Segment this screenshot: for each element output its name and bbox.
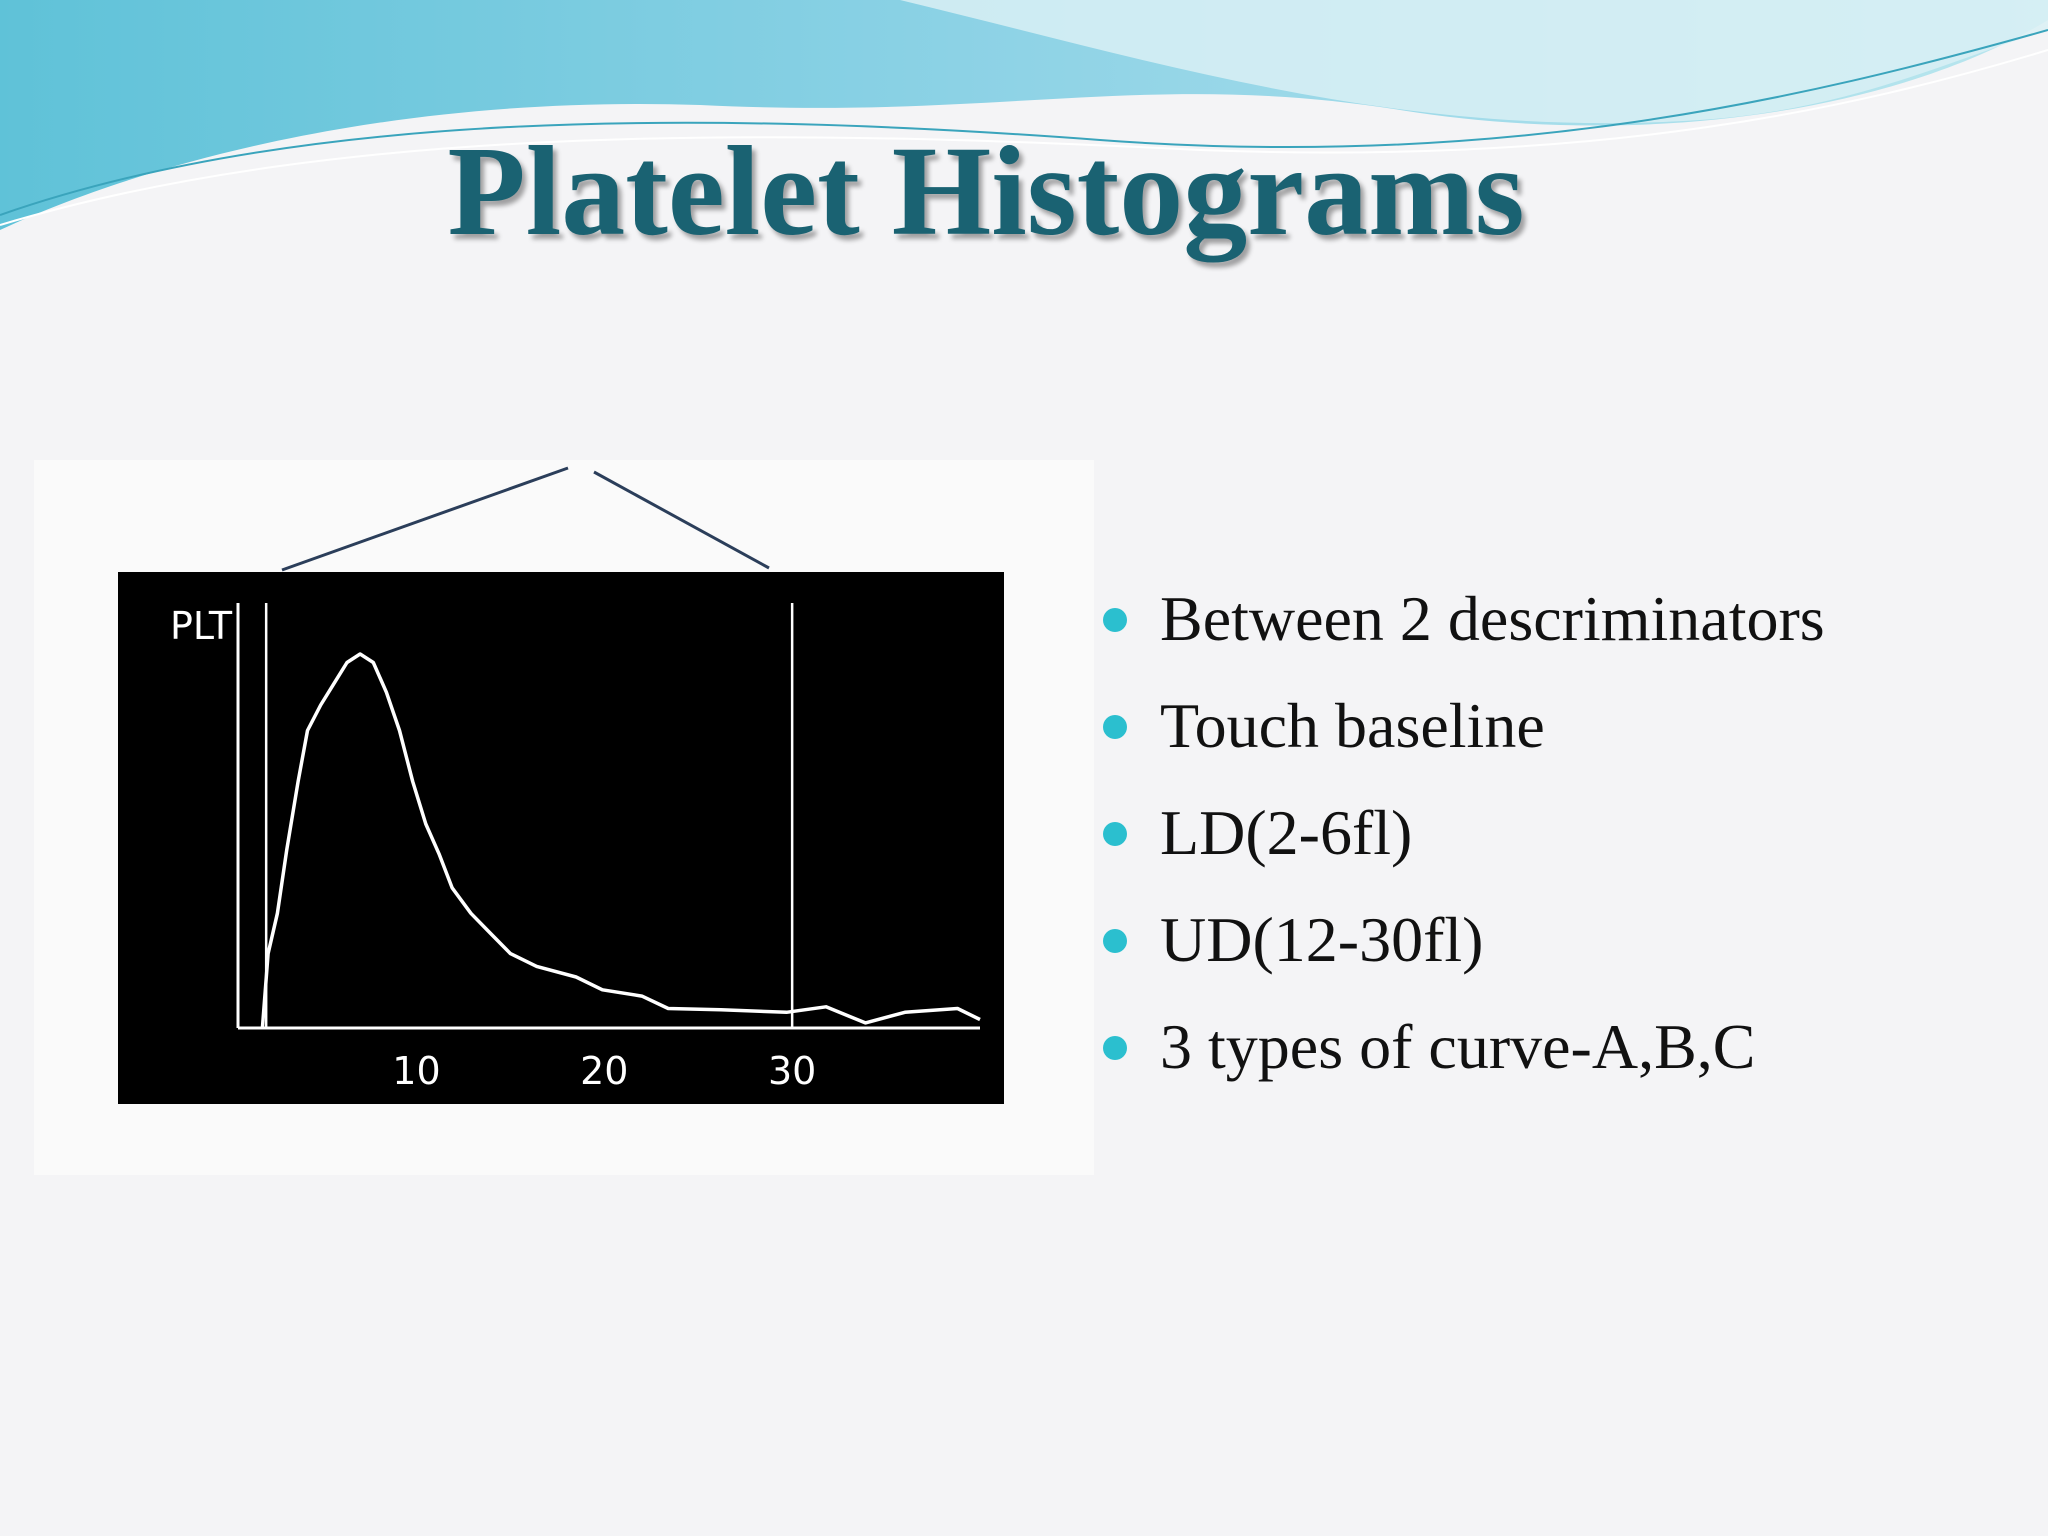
bullet-item: 3 types of curve-A,B,C bbox=[1100, 993, 1825, 1100]
header-wave bbox=[0, 0, 2048, 230]
x-tick-label: 10 bbox=[392, 1049, 440, 1093]
bullet-item: Between 2 descriminators bbox=[1100, 565, 1825, 672]
bullet-item: Touch baseline bbox=[1100, 672, 1825, 779]
y-axis-label: PLT bbox=[170, 604, 233, 648]
bullet-item: LD(2-6fl) bbox=[1100, 779, 1825, 886]
chart: PLT 10 20 30 bbox=[34, 460, 1094, 1175]
bullet-list: Between 2 descriminators Touch baseline LD… bbox=[1100, 565, 1825, 1100]
bullet-item: UD(12-30fl) bbox=[1100, 886, 1825, 993]
histogram-curve bbox=[260, 652, 981, 1029]
x-tick-label: 30 bbox=[768, 1049, 816, 1093]
x-tick-label: 20 bbox=[580, 1049, 628, 1093]
slide-title: Platelet Histograms bbox=[447, 120, 1525, 262]
